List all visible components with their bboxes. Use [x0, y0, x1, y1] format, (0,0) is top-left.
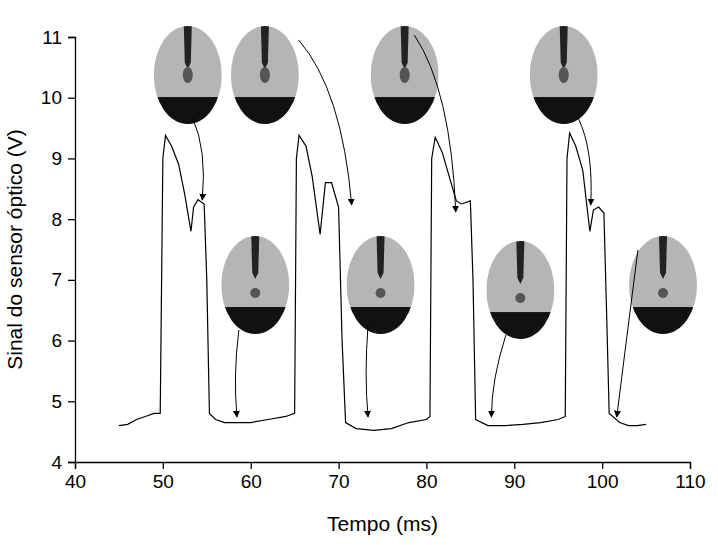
inset-droplet [183, 67, 193, 83]
chart: 40 50 60 70 80 90 100 110 4 5 6 7 8 9 10 11 Tempo (ms) Si… [0, 0, 718, 545]
tick: 4 [51, 452, 75, 473]
inset-arrow [193, 118, 204, 200]
inset-photo [530, 26, 598, 146]
inset-pool [486, 312, 554, 361]
inset-pool [154, 97, 222, 146]
tick-label: 9 [51, 148, 62, 169]
axis-line [68, 38, 76, 463]
inset-photo [231, 26, 299, 146]
inset-electrode [516, 241, 524, 284]
x-axis-title: Tempo (ms) [327, 512, 438, 535]
tick-label: 60 [241, 471, 262, 492]
inset-photo [371, 26, 439, 146]
tick-label: 70 [329, 471, 350, 492]
tick-label: 8 [51, 209, 62, 230]
tick-label: 11 [42, 27, 62, 48]
inset-arrow [235, 330, 238, 417]
inset-photo [347, 236, 415, 356]
inset-electrode [251, 236, 259, 279]
inset-arrow [366, 325, 368, 417]
tick-mark [68, 37, 75, 38]
tick: 70 [329, 462, 350, 492]
inset-arrow [491, 335, 505, 417]
tick-mark [163, 462, 164, 469]
tick: 110 [675, 462, 705, 492]
inset-pool [530, 97, 598, 146]
tick-label: 10 [41, 87, 62, 108]
tick-label: 5 [51, 391, 62, 412]
tick-mark [68, 280, 75, 281]
inset-arrow [299, 40, 352, 205]
tick-label: 110 [675, 471, 705, 492]
tick-label: 100 [587, 471, 619, 492]
inset-pool [347, 307, 415, 356]
tick-mark [68, 401, 75, 402]
inset-electrode [377, 236, 385, 279]
tick: 8 [51, 209, 75, 230]
x-axis: 40 50 60 70 80 90 100 110 [65, 462, 706, 492]
tick-mark [68, 158, 75, 159]
inset-electrode [184, 26, 192, 69]
tick: 40 [65, 462, 86, 492]
inset-photo [486, 241, 554, 361]
tick: 100 [587, 462, 619, 492]
tick: 5 [51, 391, 75, 412]
inset-photo [221, 236, 289, 356]
tick-mark [514, 462, 515, 469]
inset-droplet [400, 67, 410, 83]
series [119, 133, 646, 431]
insets [154, 26, 697, 417]
inset-droplet [658, 288, 668, 298]
tick: 50 [153, 462, 174, 492]
tick-mark [426, 462, 427, 469]
inset-droplet [515, 293, 525, 303]
tick: 10 [41, 87, 75, 108]
plot: 40 50 60 70 80 90 100 110 4 5 6 7 8 9 10 11 [41, 27, 706, 493]
tick-mark [251, 462, 252, 469]
tick-mark [68, 340, 75, 341]
tick: 80 [416, 462, 437, 492]
inset-droplet [559, 67, 569, 83]
inset-arrow [414, 35, 455, 212]
y-axis-title: Sinal do sensor óptico (V) [3, 129, 26, 369]
tick: 90 [504, 462, 525, 492]
tick-mark [68, 98, 75, 99]
tick-mark [68, 219, 75, 220]
inset-arrow [578, 118, 591, 205]
tick-label: 50 [153, 471, 174, 492]
inset-droplet [250, 288, 260, 298]
inset-photo [629, 236, 697, 356]
tick: 9 [51, 148, 75, 169]
axis-line [76, 463, 691, 470]
tick-label: 90 [504, 471, 525, 492]
inset-droplet [260, 67, 270, 83]
tick-mark [338, 462, 339, 469]
inset-pool [231, 97, 299, 146]
tick: 11 [42, 27, 75, 48]
y-axis: 4 5 6 7 8 9 10 11 [41, 27, 76, 473]
tick-label: 40 [65, 471, 86, 492]
inset-electrode [659, 236, 667, 279]
tick-label: 80 [416, 471, 437, 492]
tick: 60 [241, 462, 262, 492]
inset-arrow [617, 250, 638, 417]
inset-electrode [401, 26, 409, 69]
signal-line [119, 133, 646, 431]
inset-pool [629, 307, 697, 356]
tick: 7 [51, 269, 75, 290]
tick-label: 7 [51, 269, 62, 290]
inset-photo [154, 26, 222, 146]
inset-pool [221, 307, 289, 356]
inset-electrode [261, 26, 269, 69]
tick-mark [690, 462, 691, 469]
tick-label: 4 [51, 452, 62, 473]
tick-mark [68, 462, 75, 463]
tick-label: 6 [51, 330, 62, 351]
tick-mark [602, 462, 603, 469]
tick: 6 [51, 330, 75, 351]
inset-droplet [376, 288, 386, 298]
inset-electrode [560, 26, 568, 69]
inset-pool [371, 97, 439, 146]
